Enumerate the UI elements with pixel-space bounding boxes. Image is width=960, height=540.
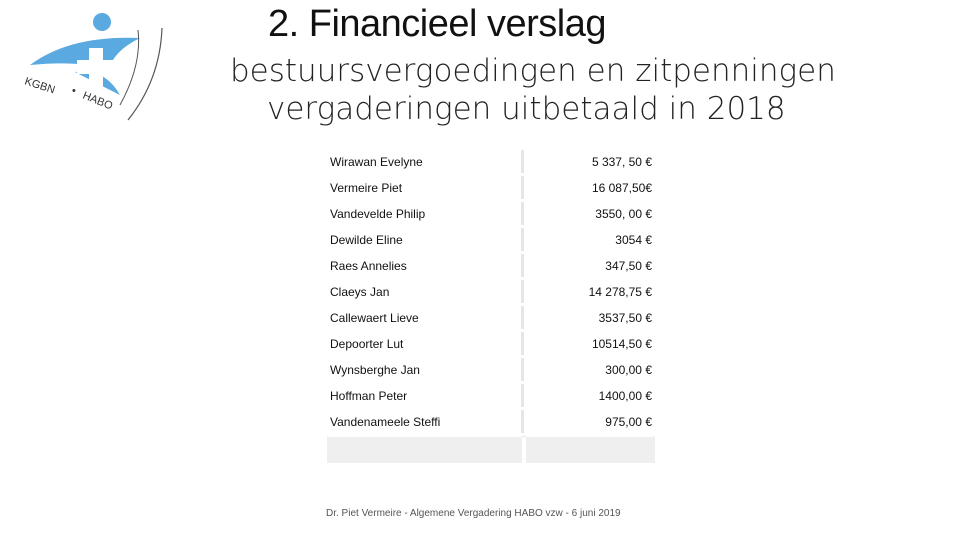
table-row: Dewilde Eline 3054 €	[327, 226, 655, 254]
svg-text:•: •	[72, 85, 76, 97]
page-title: 2. Financieel verslag	[268, 3, 607, 45]
person-name: Dewilde Eline	[327, 226, 525, 254]
subtitle-line-1: bestuursvergoedingen en zitpenningen	[230, 53, 836, 89]
table-row: Vandenameele Steffi 975,00 €	[327, 408, 655, 436]
kgbn-habo-logo: KGBN • HABO	[20, 10, 170, 130]
person-name: Depoorter Lut	[327, 330, 525, 358]
table-row: Raes Annelies 347,50 €	[327, 252, 655, 280]
table-row: Claeys Jan 14 278,75 €	[327, 278, 655, 306]
amount-value: 3537,50 €	[524, 304, 655, 332]
subtitle-line-2: vergaderingen uitbetaald in 2018	[267, 91, 786, 127]
table-empty-row	[327, 437, 655, 463]
amount-value: 3054 €	[524, 226, 655, 254]
page-subtitle: bestuursvergoedingen en zitpenningen ver…	[230, 52, 930, 128]
person-name: Raes Annelies	[327, 252, 525, 280]
table-row: Hoffman Peter 1400,00 €	[327, 382, 655, 410]
table-row: Vandevelde Philip 3550, 00 €	[327, 200, 655, 228]
amount-value: 1400,00 €	[524, 382, 655, 410]
amount-value: 3550, 00 €	[524, 200, 655, 228]
table-row: Wynsberghe Jan 300,00 €	[327, 356, 655, 384]
person-name: Vermeire Piet	[327, 174, 525, 202]
amount-value: 975,00 €	[524, 408, 655, 436]
amount-value: 5 337, 50 €	[524, 150, 655, 176]
logo-text-right: HABO	[81, 90, 115, 113]
table-row: Depoorter Lut 10514,50 €	[327, 330, 655, 358]
compensation-table: Wirawan Evelyne 5 337, 50 € Vermeire Piet 1…	[327, 150, 655, 436]
amount-value: 14 278,75 €	[524, 278, 655, 306]
kgbn-habo-cross-logo-icon: KGBN • HABO	[23, 13, 163, 121]
person-name: Wirawan Evelyne	[327, 150, 525, 176]
footer-text: Dr. Piet Vermeire - Algemene Vergadering…	[326, 508, 621, 519]
table-empty-row-divider	[522, 437, 526, 463]
person-name: Wynsberghe Jan	[327, 356, 525, 384]
table-row: Wirawan Evelyne 5 337, 50 €	[327, 150, 655, 176]
person-name: Callewaert Lieve	[327, 304, 525, 332]
person-name: Hoffman Peter	[327, 382, 525, 410]
person-name: Vandevelde Philip	[327, 200, 525, 228]
amount-value: 10514,50 €	[524, 330, 655, 358]
logo-text-left: KGBN	[23, 75, 56, 96]
amount-value: 16 087,50€	[524, 174, 655, 202]
amount-value: 347,50 €	[524, 252, 655, 280]
person-name: Vandenameele Steffi	[327, 408, 525, 436]
amount-value: 300,00 €	[524, 356, 655, 384]
table-row: Vermeire Piet 16 087,50€	[327, 174, 655, 202]
person-name: Claeys Jan	[327, 278, 525, 306]
table-row: Callewaert Lieve 3537,50 €	[327, 304, 655, 332]
